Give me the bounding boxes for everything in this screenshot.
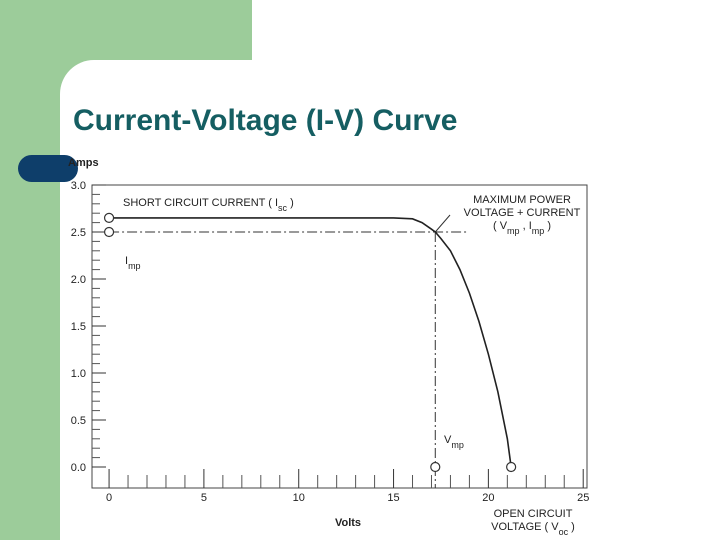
annotation-text: OPEN CIRCUIT (494, 508, 573, 520)
annotation-text: VOLTAGE + CURRENT (464, 207, 581, 219)
y-tick-label: 2.5 (71, 227, 86, 239)
x-tick-label: 5 (201, 492, 207, 504)
annotation: MAXIMUM POWER (473, 194, 571, 206)
annotation-text: ) (568, 521, 575, 533)
annotation: VOLTAGE + CURRENT (464, 207, 581, 219)
point-marker (103, 212, 115, 223)
x-tick-label: 20 (482, 492, 494, 504)
annotation-text: I (125, 255, 128, 267)
slide-title: Current-Voltage (I-V) Curve (73, 104, 458, 137)
iv-curve (109, 217, 512, 468)
y-axis-label: Amps (68, 157, 99, 169)
annotation: Imp (125, 255, 141, 271)
point-marker (430, 461, 441, 473)
annotation-subscript: sc (278, 203, 288, 213)
pointer-line (434, 214, 451, 233)
annotation-text: , I (520, 220, 532, 232)
annotation-subscript: mp (507, 226, 520, 236)
annotation-text: ) (544, 220, 551, 232)
annotation-text: VOLTAGE ( V (491, 521, 559, 533)
annotation: SHORT CIRCUIT CURRENT ( Isc ) (123, 197, 294, 213)
annotation-text: MAXIMUM POWER (473, 194, 571, 206)
x-tick-label: 25 (577, 492, 589, 504)
annotation-text: ( V (493, 220, 508, 232)
annotation-subscript: mp (451, 440, 464, 450)
background-block (252, 0, 720, 60)
accent-pill (18, 155, 78, 182)
content-panel (60, 60, 720, 540)
point-marker (103, 226, 115, 238)
annotation-subscript: oc (559, 527, 569, 537)
annotation-subscript: mp (532, 226, 545, 236)
annotation-text: ) (287, 197, 294, 209)
x-tick-label: 15 (387, 492, 399, 504)
annotation-text: SHORT CIRCUIT CURRENT ( I (123, 197, 278, 209)
y-tick-label: 0.0 (71, 462, 86, 474)
annotation-text: V (444, 434, 452, 446)
y-tick-label: 1.5 (71, 321, 86, 333)
annotation: VOLTAGE ( Voc ) (491, 521, 575, 537)
point-marker (506, 461, 517, 473)
x-axis-label: Volts (335, 517, 361, 529)
annotation-subscript: mp (128, 261, 141, 271)
y-tick-label: 1.0 (71, 368, 86, 380)
annotation: OPEN CIRCUIT (494, 508, 573, 520)
annotation: Vmp (444, 434, 464, 450)
x-tick-label: 10 (293, 492, 305, 504)
x-tick-label: 0 (106, 492, 112, 504)
y-tick-label: 0.5 (71, 415, 86, 427)
y-tick-label: 3.0 (71, 180, 86, 192)
annotation: ( Vmp , Imp ) (493, 220, 551, 236)
y-tick-label: 2.0 (71, 274, 86, 286)
plot-frame (91, 184, 588, 489)
